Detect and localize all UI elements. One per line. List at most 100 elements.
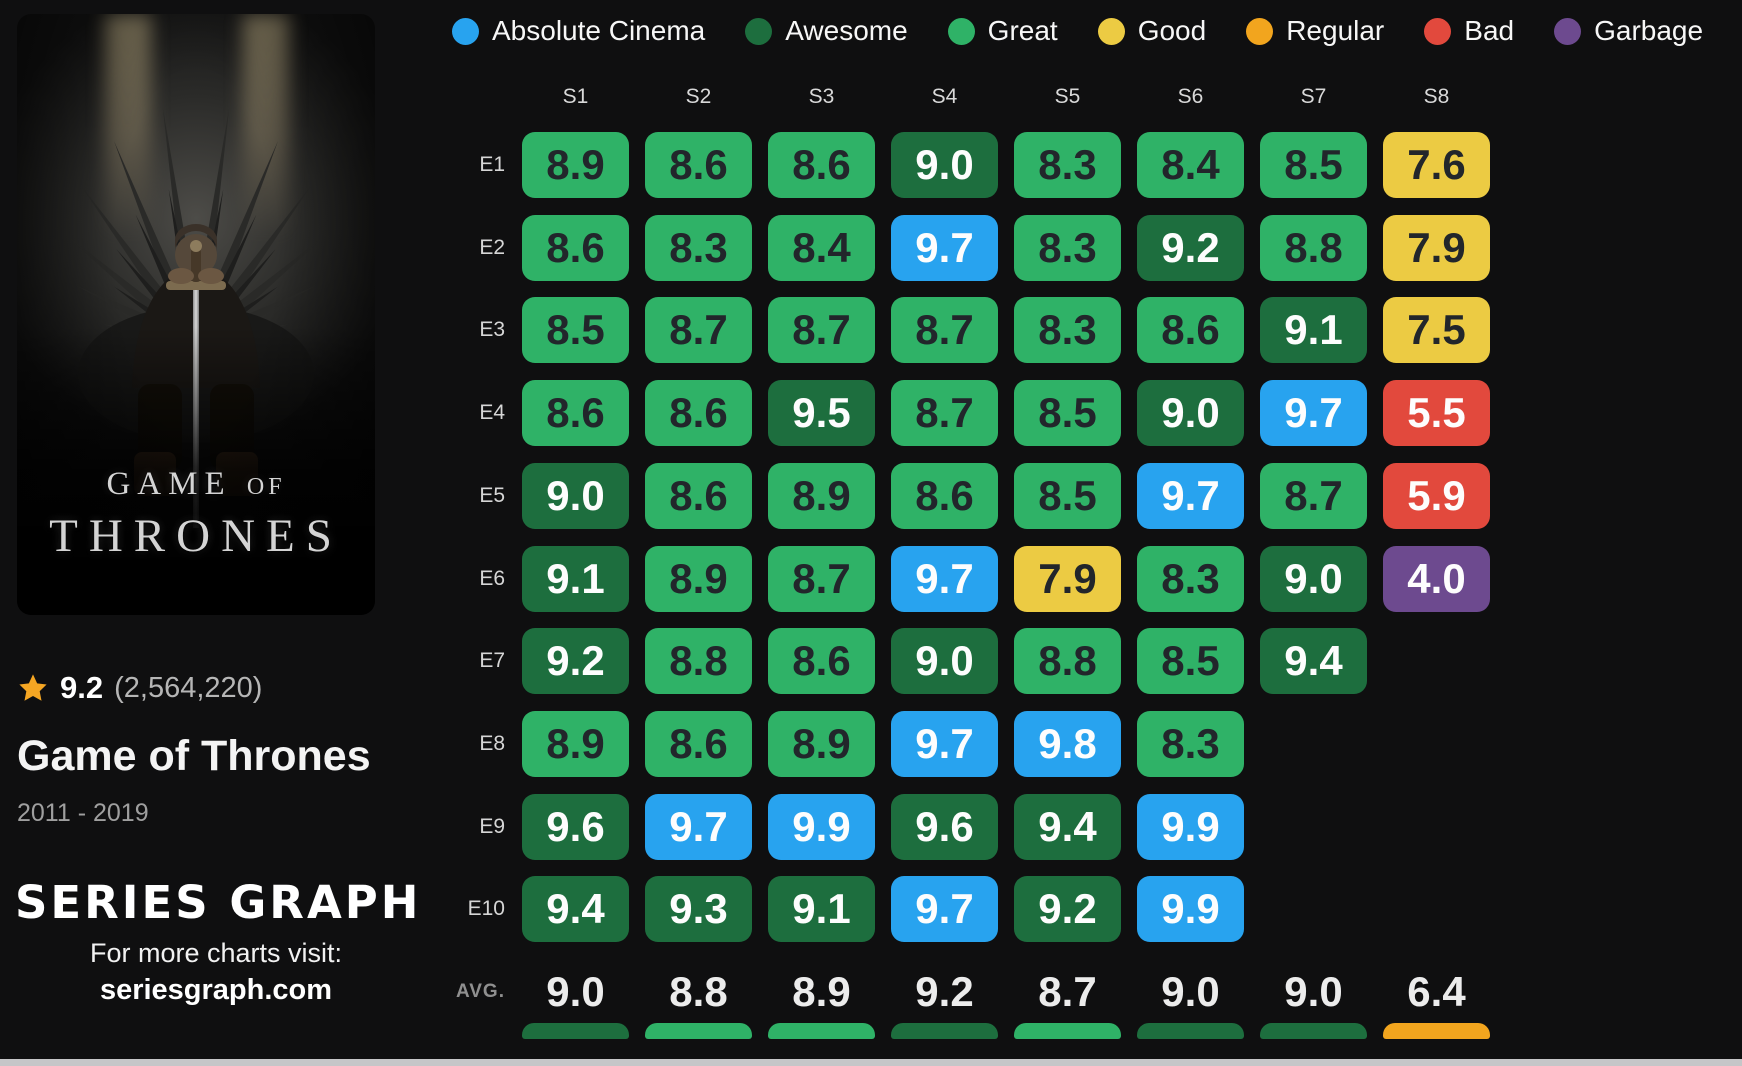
poster-vignette <box>17 14 375 615</box>
column-header-s7: S7 <box>1300 85 1327 108</box>
legend-label: Good <box>1137 15 1207 46</box>
rating-cell-s1-e6: 9.1 <box>522 546 629 612</box>
rating-cell-s4-e1: 9.0 <box>891 132 998 198</box>
good-dot-icon <box>1097 17 1125 45</box>
legend-item-absolute-cinema: Absolute Cinema <box>452 15 705 47</box>
rating-cell-s5-e7: 8.8 <box>1014 628 1121 694</box>
absolute-cinema-dot-icon <box>452 17 479 45</box>
avg-value-s2: 8.8 <box>669 968 728 1015</box>
rating-cell-s5-e10: 9.2 <box>1014 876 1121 942</box>
poster-title-of: OF <box>246 474 286 500</box>
rating-cell-s2-e5: 8.6 <box>645 463 752 529</box>
rating-cell-s1-e2: 8.6 <box>522 215 629 281</box>
row-label-e9: E9 <box>479 815 505 838</box>
rating-cell-s7-e7: 9.4 <box>1260 628 1367 694</box>
avg-value-s7: 9.0 <box>1284 968 1343 1015</box>
bad-dot-icon <box>1424 17 1452 45</box>
rating-cell-s3-e6: 8.7 <box>768 546 875 612</box>
column-header-s6: S6 <box>1177 85 1204 108</box>
rating-cell-s2-e3: 8.7 <box>645 297 752 363</box>
rating-cell-s8-e5: 5.9 <box>1383 463 1490 529</box>
rating-cell-s2-e9: 9.7 <box>645 794 752 860</box>
rating-cell-s5-e6: 7.9 <box>1014 546 1121 612</box>
rating-cell-s3-e4: 9.5 <box>768 380 875 446</box>
avg-value-s5: 8.7 <box>1038 968 1097 1015</box>
column-header-s3: S3 <box>808 85 835 108</box>
rating-cell-s1-e1: 8.9 <box>522 132 629 198</box>
rating-cell-s6-e2: 9.2 <box>1137 215 1244 281</box>
avg-category-pill-s4 <box>891 1023 998 1039</box>
series-graph-logo: SERIES GRAPH <box>15 876 422 929</box>
rating-cell-s3-e3: 8.7 <box>768 297 875 363</box>
rating-cell-s6-e8: 8.3 <box>1137 711 1244 777</box>
row-label-e3: E3 <box>479 318 505 341</box>
legend-item-awesome: Awesome <box>745 15 908 47</box>
rating-cell-s8-e1: 7.6 <box>1383 132 1490 198</box>
rating-cell-s7-e4: 9.7 <box>1260 380 1367 446</box>
avg-category-pill-s5 <box>1014 1023 1121 1039</box>
rating-cell-s3-e10: 9.1 <box>768 876 875 942</box>
row-label-e5: E5 <box>479 484 505 507</box>
seriesgraph-link[interactable]: seriesgraph.com <box>99 974 333 1006</box>
legend-item-regular: Regular <box>1246 15 1384 47</box>
rating-cell-s7-e2: 8.8 <box>1260 215 1367 281</box>
row-label-e6: E6 <box>479 567 505 590</box>
legend: Absolute Cinema Awesome Great Good Regular Ba… <box>452 15 1703 47</box>
avg-category-pill-s8 <box>1383 1023 1490 1039</box>
visit-text: For more charts visit: <box>89 938 343 968</box>
legend-item-good: Good <box>1097 15 1207 47</box>
rating-cell-s5-e2: 8.3 <box>1014 215 1121 281</box>
avg-value-s1: 9.0 <box>546 968 605 1015</box>
bottom-scrollbar[interactable] <box>0 1059 1742 1066</box>
rating-cell-s8-e3: 7.5 <box>1383 297 1490 363</box>
rating-cell-s2-e4: 8.6 <box>645 380 752 446</box>
rating-cell-s4-e3: 8.7 <box>891 297 998 363</box>
rating-cell-s6-e3: 8.6 <box>1137 297 1244 363</box>
avg-value-s4: 9.2 <box>915 968 974 1015</box>
rating-votes: (2,564,220) <box>114 671 263 704</box>
column-header-s2: S2 <box>685 85 712 108</box>
row-label-e8: E8 <box>479 732 505 755</box>
legend-item-garbage: Garbage <box>1554 15 1703 47</box>
rating-cell-s7-e3: 9.1 <box>1260 297 1367 363</box>
rating-line: 9.2 (2,564,220) <box>17 670 262 706</box>
show-poster: GAME OF THRONES <box>17 14 375 615</box>
rating-cell-s5-e4: 8.5 <box>1014 380 1121 446</box>
rating-cell-s3-e5: 8.9 <box>768 463 875 529</box>
legend-item-bad: Bad <box>1424 15 1514 47</box>
rating-cell-s8-e2: 7.9 <box>1383 215 1490 281</box>
avg-value-s8: 6.4 <box>1407 968 1466 1015</box>
rating-cell-s4-e4: 8.7 <box>891 380 998 446</box>
column-header-s8: S8 <box>1423 85 1450 108</box>
rating-cell-s8-e4: 5.5 <box>1383 380 1490 446</box>
rating-cell-s5-e1: 8.3 <box>1014 132 1121 198</box>
rating-cell-s4-e8: 9.7 <box>891 711 998 777</box>
row-label-e1: E1 <box>479 153 505 176</box>
rating-cell-s2-e7: 8.8 <box>645 628 752 694</box>
avg-category-pill-s1 <box>522 1023 629 1039</box>
legend-item-great: Great <box>947 15 1058 47</box>
rating-cell-s2-e2: 8.3 <box>645 215 752 281</box>
show-title: Game of Thrones <box>17 732 371 780</box>
rating-cell-s6-e4: 9.0 <box>1137 380 1244 446</box>
rating-cell-s6-e6: 8.3 <box>1137 546 1244 612</box>
rating-cell-s4-e9: 9.6 <box>891 794 998 860</box>
rating-cell-s1-e9: 9.6 <box>522 794 629 860</box>
rating-cell-s6-e7: 8.5 <box>1137 628 1244 694</box>
rating-cell-s5-e3: 8.3 <box>1014 297 1121 363</box>
rating-cell-s7-e1: 8.5 <box>1260 132 1367 198</box>
rating-cell-s1-e10: 9.4 <box>522 876 629 942</box>
column-header-s1: S1 <box>562 85 589 108</box>
row-label-e7: E7 <box>479 649 505 672</box>
avg-category-pill-s3 <box>768 1023 875 1039</box>
rating-cell-s6-e1: 8.4 <box>1137 132 1244 198</box>
rating-cell-s2-e1: 8.6 <box>645 132 752 198</box>
garbage-dot-icon <box>1554 17 1582 45</box>
rating-cell-s8-e6: 4.0 <box>1383 546 1490 612</box>
rating-cell-s3-e8: 8.9 <box>768 711 875 777</box>
rating-cell-s1-e8: 8.9 <box>522 711 629 777</box>
rating-cell-s5-e5: 8.5 <box>1014 463 1121 529</box>
rating-cell-s2-e6: 8.9 <box>645 546 752 612</box>
regular-dot-icon <box>1246 17 1274 45</box>
